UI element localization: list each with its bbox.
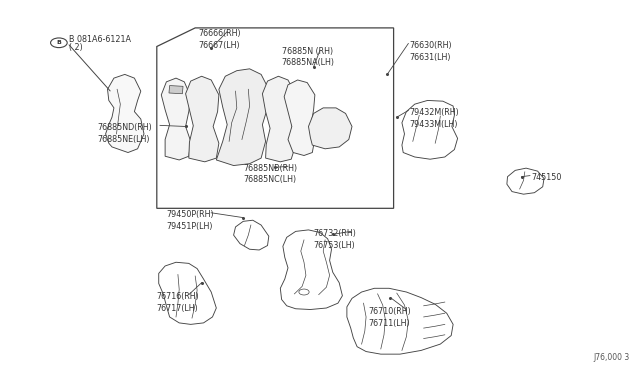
Text: 76885N (RH)
76885NA(LH): 76885N (RH) 76885NA(LH) [282, 46, 335, 67]
Text: J76,000 3: J76,000 3 [593, 353, 630, 362]
Polygon shape [507, 168, 544, 194]
Text: B 081A6-6121A: B 081A6-6121A [69, 35, 131, 44]
Polygon shape [280, 230, 342, 310]
Polygon shape [234, 220, 269, 250]
Polygon shape [169, 86, 183, 94]
Polygon shape [159, 262, 216, 324]
Text: 76716(RH)
76717(LH): 76716(RH) 76717(LH) [157, 292, 200, 313]
Text: 76885ND(RH)
76885NE(LH): 76885ND(RH) 76885NE(LH) [97, 123, 152, 144]
Text: 76885NB(RH)
76885NC(LH): 76885NB(RH) 76885NC(LH) [243, 164, 298, 185]
Polygon shape [262, 76, 296, 162]
Text: 79432M(RH)
79433M(LH): 79432M(RH) 79433M(LH) [410, 108, 460, 129]
Polygon shape [216, 69, 269, 166]
Text: 745150: 745150 [531, 173, 561, 182]
Polygon shape [161, 78, 191, 160]
Text: 76630(RH)
76631(LH): 76630(RH) 76631(LH) [410, 41, 452, 62]
Text: 76710(RH)
76711(LH): 76710(RH) 76711(LH) [368, 307, 411, 328]
Text: 76666(RH)
76667(LH): 76666(RH) 76667(LH) [198, 29, 241, 50]
Polygon shape [402, 100, 458, 159]
Text: ( 2): ( 2) [69, 43, 83, 52]
Polygon shape [186, 76, 219, 162]
Polygon shape [308, 108, 352, 149]
Text: 76732(RH)
76753(LH): 76732(RH) 76753(LH) [314, 229, 356, 250]
Polygon shape [347, 288, 453, 354]
Polygon shape [106, 74, 144, 153]
Polygon shape [284, 80, 315, 155]
Text: B: B [56, 40, 61, 45]
Text: 79450P(RH)
79451P(LH): 79450P(RH) 79451P(LH) [166, 210, 214, 231]
